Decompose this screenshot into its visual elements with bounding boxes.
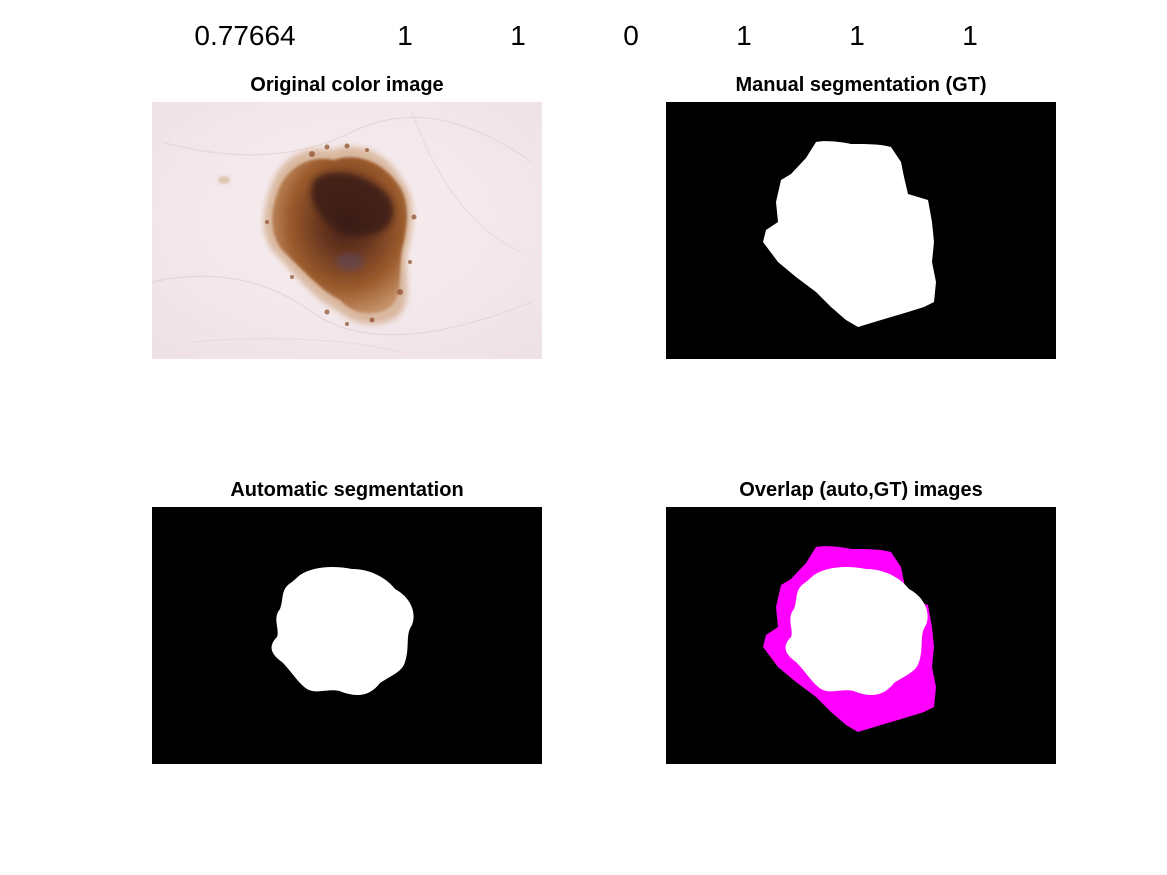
metric-value-2: 1 xyxy=(397,20,413,51)
metric-value-7: 1 xyxy=(962,20,978,51)
original-color-image xyxy=(152,102,542,359)
automatic-segmentation-image xyxy=(152,507,542,764)
title-original-image: Original color image xyxy=(250,74,444,96)
gt-region xyxy=(763,141,936,327)
auto-mask xyxy=(152,507,542,764)
auto-region xyxy=(271,567,414,696)
gt-mask xyxy=(666,102,1056,359)
manual-segmentation-image xyxy=(666,102,1056,359)
metric-value-6: 1 xyxy=(849,20,865,51)
metric-value-3: 1 xyxy=(510,20,526,51)
overlap-mask xyxy=(666,507,1056,764)
agreement-region xyxy=(785,567,928,696)
overlap-image xyxy=(666,507,1056,764)
title-manual-segmentation: Manual segmentation (GT) xyxy=(735,74,987,96)
metric-value-4: 0 xyxy=(623,20,639,51)
title-overlap-images: Overlap (auto,GT) images xyxy=(739,479,983,501)
metric-value-1: 0.77664 xyxy=(194,20,296,51)
dermoscopy-image xyxy=(152,102,542,359)
metric-value-5: 1 xyxy=(736,20,752,51)
title-automatic-segmentation: Automatic segmentation xyxy=(230,479,464,501)
